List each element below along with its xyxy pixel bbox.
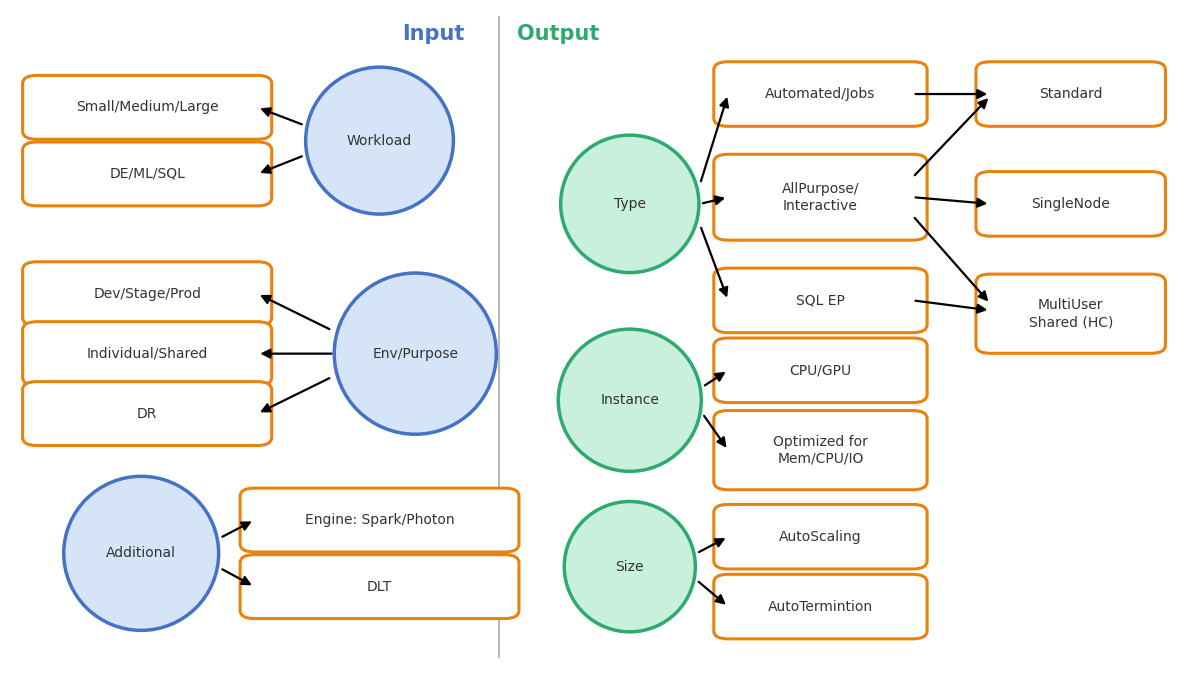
- Text: DR: DR: [137, 406, 157, 421]
- Text: Automated/Jobs: Automated/Jobs: [766, 87, 876, 101]
- Text: AllPurpose/
Interactive: AllPurpose/ Interactive: [781, 181, 859, 213]
- FancyBboxPatch shape: [714, 268, 928, 333]
- Text: Input: Input: [402, 24, 464, 44]
- Text: AutoScaling: AutoScaling: [779, 530, 862, 544]
- FancyBboxPatch shape: [976, 172, 1165, 236]
- Text: DE/ML/SQL: DE/ML/SQL: [109, 167, 185, 181]
- FancyBboxPatch shape: [23, 142, 271, 206]
- Text: Output: Output: [517, 24, 600, 44]
- Ellipse shape: [564, 501, 695, 632]
- Text: AutoTermintion: AutoTermintion: [768, 600, 874, 613]
- FancyBboxPatch shape: [23, 381, 271, 446]
- FancyBboxPatch shape: [976, 62, 1165, 126]
- Ellipse shape: [64, 477, 218, 630]
- Text: DLT: DLT: [367, 580, 392, 594]
- Text: SingleNode: SingleNode: [1031, 197, 1110, 211]
- Ellipse shape: [560, 135, 698, 272]
- Text: Env/Purpose: Env/Purpose: [372, 346, 458, 361]
- Text: CPU/GPU: CPU/GPU: [790, 363, 852, 377]
- Text: Dev/Stage/Prod: Dev/Stage/Prod: [94, 286, 202, 301]
- FancyBboxPatch shape: [714, 154, 928, 240]
- FancyBboxPatch shape: [23, 321, 271, 386]
- FancyBboxPatch shape: [714, 410, 928, 490]
- FancyBboxPatch shape: [240, 555, 518, 619]
- FancyBboxPatch shape: [23, 262, 271, 326]
- Text: Size: Size: [616, 559, 644, 574]
- Ellipse shape: [306, 67, 454, 214]
- Text: Optimized for
Mem/CPU/IO: Optimized for Mem/CPU/IO: [773, 435, 868, 466]
- Text: MultiUser
Shared (HC): MultiUser Shared (HC): [1028, 298, 1112, 330]
- FancyBboxPatch shape: [714, 338, 928, 402]
- FancyBboxPatch shape: [240, 488, 518, 552]
- Text: Individual/Shared: Individual/Shared: [86, 346, 208, 361]
- Text: Standard: Standard: [1039, 87, 1103, 101]
- Ellipse shape: [558, 329, 701, 471]
- Text: Workload: Workload: [347, 133, 412, 148]
- FancyBboxPatch shape: [23, 75, 271, 140]
- Text: Small/Medium/Large: Small/Medium/Large: [76, 100, 218, 115]
- Text: Type: Type: [613, 197, 646, 211]
- FancyBboxPatch shape: [714, 62, 928, 126]
- Ellipse shape: [335, 273, 497, 434]
- FancyBboxPatch shape: [714, 504, 928, 569]
- Text: Instance: Instance: [600, 393, 659, 407]
- FancyBboxPatch shape: [714, 574, 928, 639]
- Text: SQL EP: SQL EP: [796, 293, 845, 307]
- Text: Engine: Spark/Photon: Engine: Spark/Photon: [305, 513, 455, 527]
- FancyBboxPatch shape: [976, 274, 1165, 353]
- Text: Additional: Additional: [107, 547, 176, 560]
